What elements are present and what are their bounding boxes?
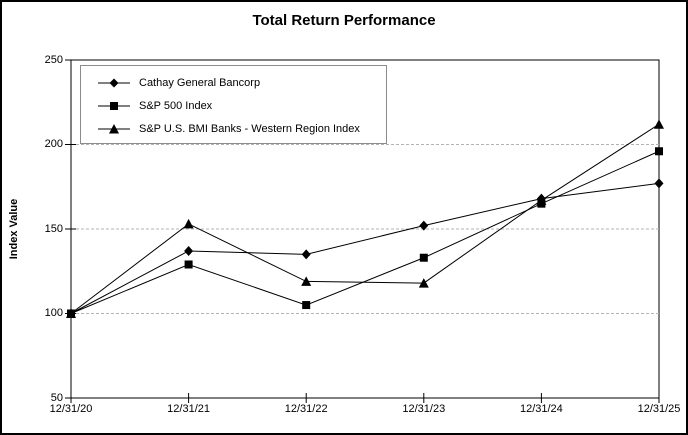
data-point-square-12/31/23 (419, 253, 428, 262)
x-tick-label-3: 12/31/23 (402, 403, 446, 415)
data-point-square-12/31/25 (655, 147, 663, 156)
y-tick-label-150: 150 (44, 223, 63, 235)
legend-marker-triangle-icon (98, 123, 130, 133)
data-point-diamond-12/31/22 (301, 249, 311, 260)
legend-marker-square-icon (98, 101, 130, 110)
series-line-s-p-500-index (70, 150, 660, 314)
data-point-triangle-12/31/23 (418, 278, 429, 288)
y-tick-label-100: 100 (44, 307, 63, 319)
x-tick-label-2: 12/31/22 (284, 403, 328, 415)
legend-label: S&P U.S. BMI Banks - Western Region Inde… (139, 122, 360, 135)
data-point-diamond-12/31/21 (184, 245, 194, 256)
legend-marker-diamond-icon (98, 78, 130, 87)
legend-item-sp-bmi-banks-western-region: S&P U.S. BMI Banks - Western Region Inde… (98, 121, 386, 136)
y-tick-label-50: 50 (50, 392, 63, 404)
y-tick-label-200: 200 (44, 138, 63, 150)
legend-item-sp500-index: S&P 500 Index (98, 98, 386, 113)
legend-label: Cathay General Bancorp (139, 76, 261, 89)
data-point-square-12/31/22 (302, 301, 311, 310)
legend-item-cathay-general-bancorp: Cathay General Bancorp (98, 75, 386, 90)
series-layer (66, 119, 664, 319)
x-tick-label-4: 12/31/24 (519, 403, 563, 415)
x-tick-label-5: 12/31/25 (637, 403, 681, 415)
series-s-p-u-s-bmi-banks-western-region-index (66, 119, 664, 318)
data-point-triangle-12/31/21 (183, 218, 194, 229)
series-s-p-500-index (67, 147, 663, 318)
data-point-square-12/31/21 (184, 260, 193, 269)
data-point-square-12/31/20 (67, 309, 75, 318)
data-point-diamond-12/31/25 (654, 178, 664, 189)
chart-legend: Cathay General Bancorp S&P 500 Index S&P… (80, 65, 387, 144)
x-tick-label-1: 12/31/21 (167, 403, 210, 415)
x-tick-label-0: 12/31/20 (49, 403, 93, 415)
data-point-triangle-12/31/25 (654, 119, 664, 129)
y-tick-label-250: 250 (44, 54, 63, 66)
legend-label: S&P 500 Index (139, 99, 213, 112)
data-point-triangle-12/31/22 (301, 276, 312, 286)
series-line-s-p-u-s-bmi-banks-western-region-index (70, 123, 660, 314)
data-point-square-12/31/24 (537, 199, 546, 208)
data-point-diamond-12/31/23 (419, 220, 429, 231)
series-line-cathay-general-bancorp (70, 182, 660, 314)
chart-title: Total Return Performance (252, 12, 436, 29)
